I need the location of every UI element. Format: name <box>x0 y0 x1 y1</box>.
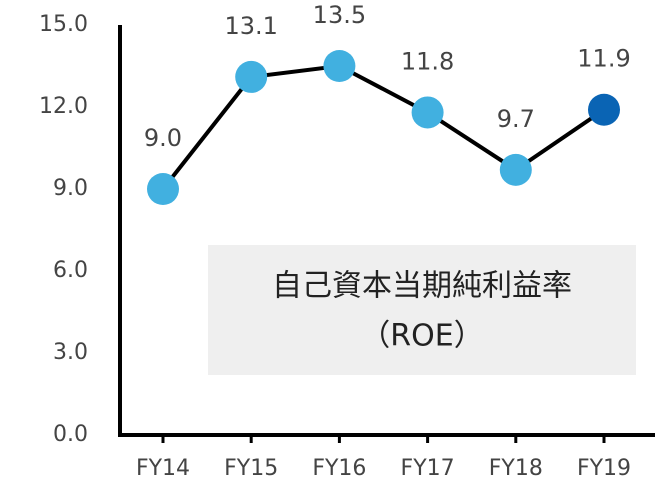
y-tick-label: 3.0 <box>53 340 88 365</box>
annotation: （ROE） <box>360 319 483 354</box>
y-tick-label: 6.0 <box>53 258 88 283</box>
point <box>235 60 268 93</box>
y-tick-label: 15.0 <box>39 12 88 37</box>
x-tick-label: FY14 <box>136 456 190 481</box>
line <box>161 63 606 191</box>
x-tick-label: FY18 <box>489 456 543 481</box>
data-label: 9.7 <box>497 105 535 133</box>
x-tick-label: FY15 <box>224 456 278 481</box>
y-tick-label: 12.0 <box>39 94 88 119</box>
y-tick-label: 0.0 <box>53 422 88 447</box>
x-tick-label: FY17 <box>401 456 455 481</box>
y-tick-label: 9.0 <box>53 176 88 201</box>
annotation: 自己資本当期純利益率 <box>272 269 572 304</box>
point <box>499 153 532 186</box>
point <box>411 96 444 129</box>
x-tick-label: FY19 <box>577 456 631 481</box>
point <box>323 50 356 82</box>
data-label: 13.1 <box>224 12 277 40</box>
data-label: 11.8 <box>401 47 454 75</box>
x-tick-label: FY16 <box>312 456 366 481</box>
data-label: 11.9 <box>577 45 630 73</box>
point <box>588 93 620 126</box>
data-label: 13.5 <box>313 1 366 29</box>
annotation-box <box>208 245 636 375</box>
point <box>147 173 179 205</box>
data-label: 9.0 <box>144 124 182 152</box>
